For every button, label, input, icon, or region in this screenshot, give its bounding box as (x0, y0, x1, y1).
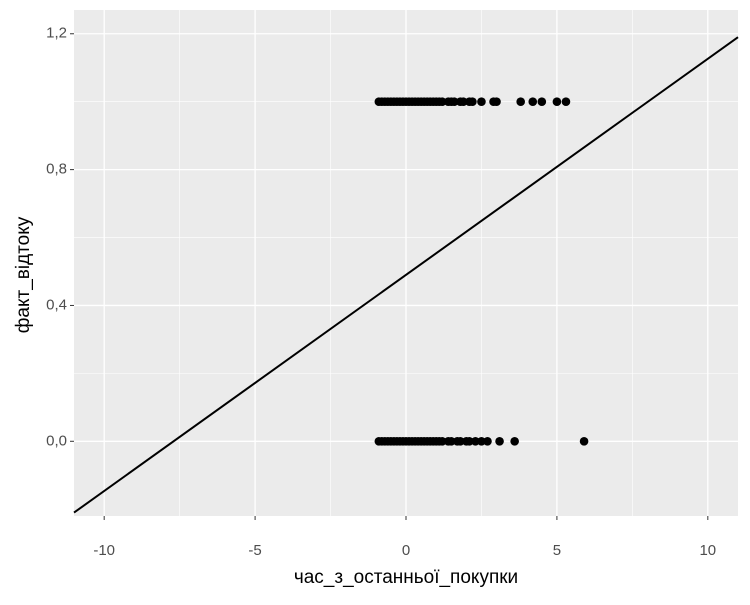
point (552, 97, 562, 106)
point (561, 97, 571, 106)
x-tick-label: -10 (93, 542, 115, 559)
point (459, 97, 468, 106)
point (468, 97, 477, 106)
point (579, 436, 589, 446)
x-tick-label: -5 (248, 542, 261, 559)
point (537, 97, 547, 106)
y-tick-label: 0,4 (46, 296, 67, 313)
x-tick-label: 5 (553, 542, 561, 559)
point (477, 436, 486, 446)
point (510, 436, 519, 446)
y-tick-label: 1,2 (46, 25, 67, 42)
point (449, 97, 459, 106)
x-tick-label: 0 (402, 542, 410, 559)
point (437, 436, 447, 446)
x-axis-title: час_з_останньої_покупки (294, 567, 518, 588)
fit-line (73, 36, 739, 514)
point (492, 97, 501, 106)
point (471, 436, 480, 446)
point (516, 97, 525, 106)
point (465, 436, 474, 446)
point (477, 97, 486, 106)
point (446, 436, 456, 446)
y-axis-title: факт_відтоку (13, 216, 34, 333)
point (528, 97, 538, 106)
point (456, 436, 465, 446)
point (483, 436, 492, 446)
point (437, 97, 447, 106)
x-tick-label: 10 (699, 542, 716, 559)
point (495, 436, 504, 446)
y-tick-label: 0,0 (46, 432, 67, 449)
y-tick-label: 0,8 (46, 161, 67, 178)
